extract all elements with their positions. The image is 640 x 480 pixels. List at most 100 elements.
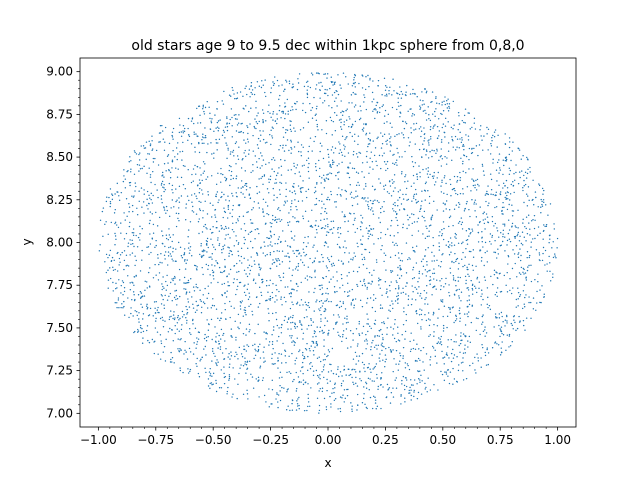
scatter-point [227,386,229,389]
scatter-point [127,245,129,248]
scatter-point [244,309,247,312]
scatter-point [336,164,338,167]
scatter-point [449,307,451,309]
scatter-point [471,147,473,150]
scatter-point [414,188,417,191]
scatter-point [290,372,292,375]
scatter-point [296,326,298,328]
scatter-point [391,300,393,302]
scatter-point [318,308,320,310]
scatter-point [220,312,223,314]
scatter-point [102,235,104,238]
scatter-point [211,347,214,350]
scatter-point [168,234,171,236]
scatter-point [378,329,380,332]
scatter-point [401,132,403,134]
scatter-point [177,338,179,340]
scatter-point [330,166,332,169]
scatter-point [454,279,457,282]
scatter-point [280,362,283,364]
scatter-point [429,356,432,358]
scatter-point [288,317,290,319]
scatter-point [149,211,152,213]
scatter-point [114,221,117,224]
scatter-point [485,192,487,195]
scatter-point [409,350,412,353]
scatter-point [206,237,209,240]
scatter-point [186,259,188,261]
scatter-point [328,300,330,303]
scatter-point [173,296,176,299]
scatter-point [232,149,235,152]
scatter-point [329,395,331,398]
scatter-point [290,230,292,233]
scatter-point [450,338,452,341]
scatter-point [425,275,427,277]
scatter-point [440,148,442,150]
scatter-point [171,300,173,302]
scatter-point [262,130,264,132]
scatter-point [374,108,376,110]
scatter-point [164,188,167,191]
scatter-point [288,355,290,357]
scatter-point [224,211,227,214]
scatter-point [188,135,191,138]
scatter-point [397,266,399,269]
scatter-point [275,258,277,260]
scatter-point [507,232,510,235]
scatter-point [475,145,478,147]
scatter-point [293,190,296,192]
scatter-point [396,219,398,222]
scatter-point [523,324,525,327]
scatter-point [312,246,314,248]
scatter-point [422,168,424,171]
scatter-point [262,159,265,161]
scatter-point [420,313,423,316]
scatter-point [291,148,293,150]
scatter-point [365,387,368,389]
scatter-point [419,105,421,107]
scatter-point [223,376,226,379]
scatter-point [315,163,317,165]
scatter-point [232,89,234,92]
scatter-point [508,333,511,336]
scatter-point [439,338,441,340]
scatter-point [439,266,442,268]
scatter-point [494,313,497,315]
scatter-point [500,347,502,349]
scatter-point [502,201,504,204]
scatter-point [436,342,438,345]
scatter-point [295,390,298,392]
scatter-point [272,81,274,83]
scatter-point [472,256,475,258]
scatter-point [525,216,528,218]
scatter-point [380,378,382,380]
scatter-point [151,140,153,142]
scatter-point [242,315,244,317]
scatter-point [164,258,166,260]
scatter-point [456,381,459,383]
scatter-point [484,228,486,230]
scatter-point [158,141,160,143]
scatter-point [499,354,502,356]
scatter-point [456,181,458,183]
scatter-point [256,252,258,255]
scatter-point [341,161,343,164]
scatter-point [364,340,366,342]
scatter-point [374,396,376,399]
scatter-point [515,329,517,332]
scatter-point [266,333,268,335]
scatter-point [489,153,492,155]
x-tick-label: 0.25 [372,433,399,447]
scatter-point [315,197,318,200]
scatter-point [271,214,274,217]
scatter-point [473,117,476,120]
scatter-point [246,275,249,278]
scatter-point [317,225,320,227]
scatter-point [214,208,217,211]
scatter-point [413,182,415,184]
scatter-point [244,238,246,241]
scatter-point [433,278,435,280]
scatter-point [325,242,328,244]
